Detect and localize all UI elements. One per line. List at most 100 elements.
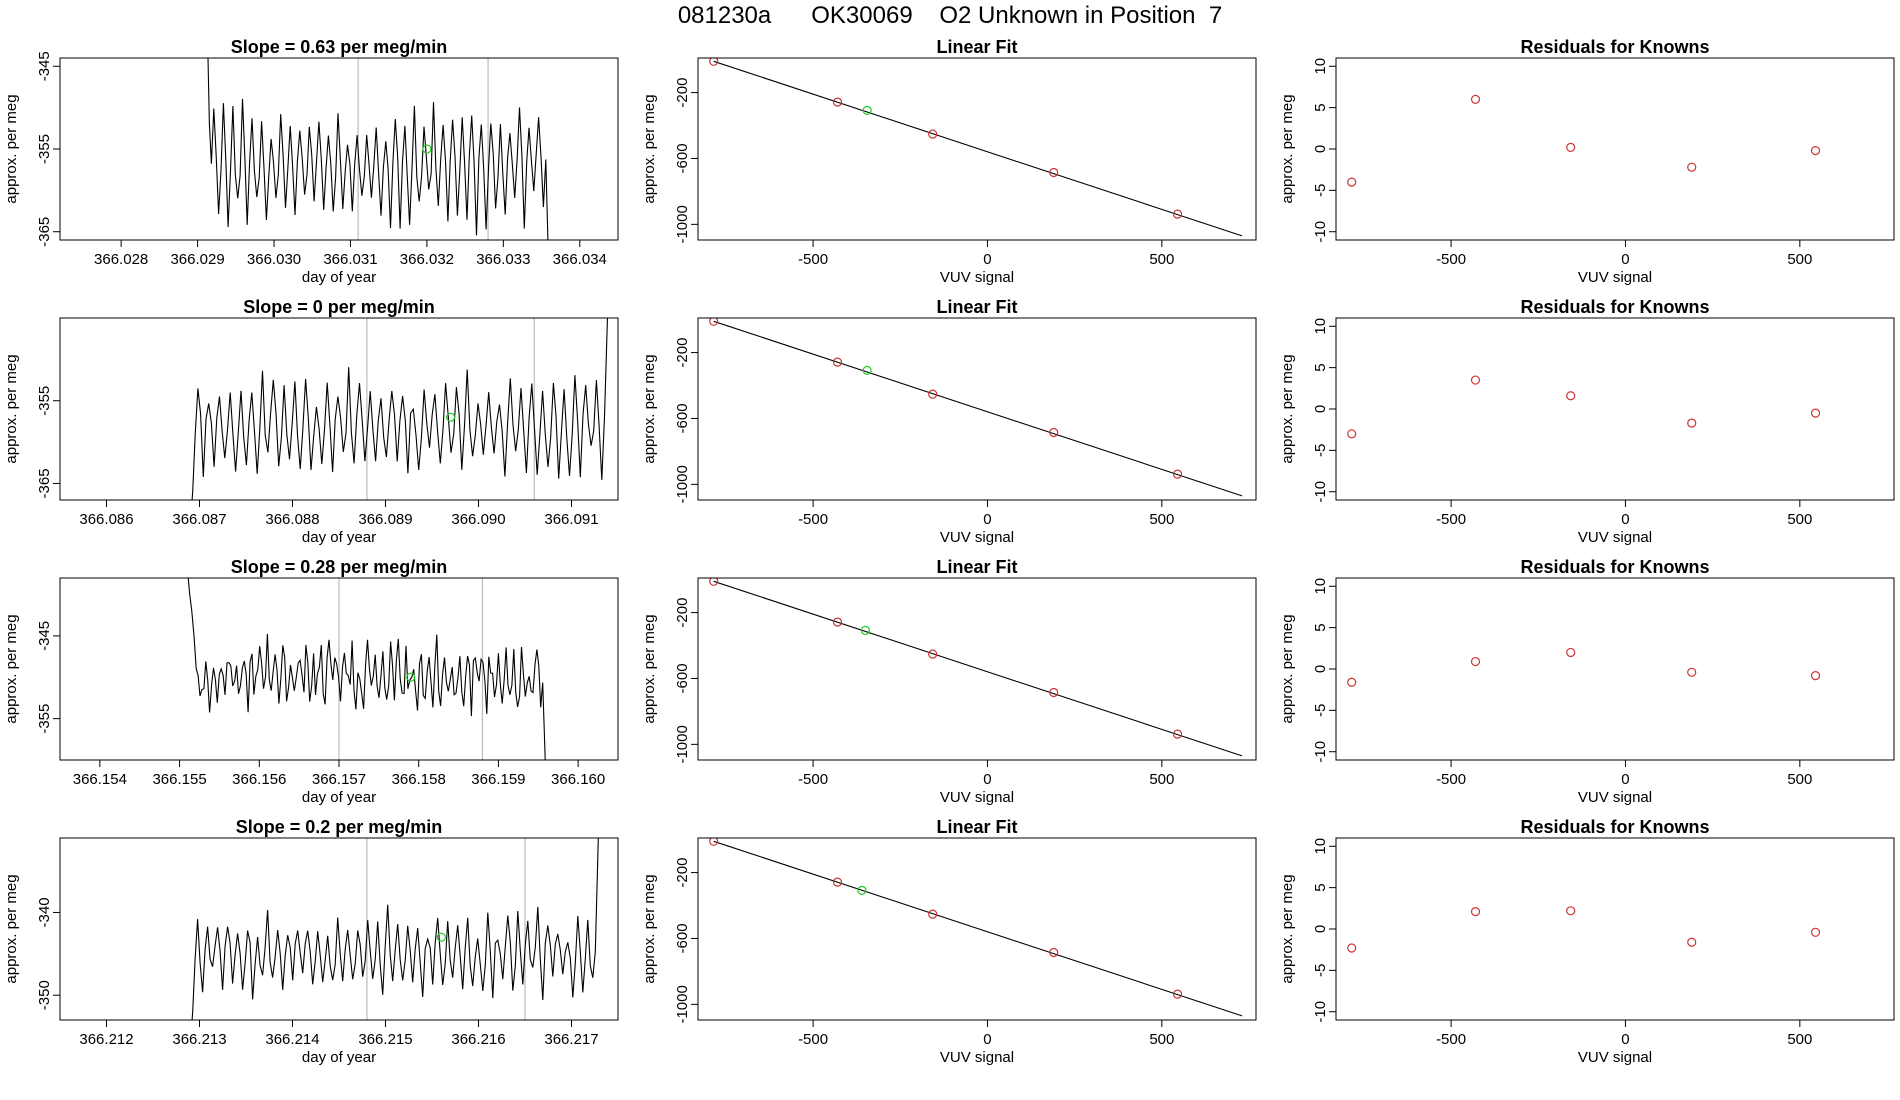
x-axis-label: VUV signal [1578,529,1652,546]
known-point [1049,167,1059,178]
known-point [1049,687,1059,698]
panel-title: Linear Fit [936,557,1017,577]
x-tick-label: 366.215 [358,1031,412,1048]
unknown-point [406,672,416,682]
y-tick-label: -355 [36,134,53,164]
x-tick-label: 0 [1621,251,1629,268]
y-tick-label: -600 [674,663,691,693]
plot-frame [59,317,619,501]
unknown-point [422,144,432,154]
y-axis-label: approx. per meg [3,94,20,203]
x-axis-label: VUV signal [1578,269,1652,286]
fit-line [713,580,1243,757]
fit-line [713,320,1243,497]
x-tick-label: -500 [798,511,828,528]
panel-title: Slope = 0.28 per meg/min [231,557,448,577]
known-point [1470,656,1481,667]
plot-area [191,838,599,1020]
known-point [832,97,843,107]
known-point [1687,162,1697,172]
panel-title: Residuals for Knowns [1520,37,1709,57]
y-axis-label: approx. per meg [641,94,658,203]
y-axis-label: approx. per meg [1279,614,1296,723]
y-tick-label: 0 [1312,665,1329,673]
plot-frame [59,577,619,761]
y-tick-label: -1000 [674,205,691,243]
y-tick-label: -600 [674,923,691,953]
known-point [709,318,719,326]
x-tick-label: 366.214 [265,1031,319,1048]
y-tick-label: 5 [1312,363,1329,371]
fit-line [713,60,1243,237]
y-tick-label: 10 [1312,58,1329,75]
y-tick-label: 5 [1312,883,1329,891]
panel-3-2: Residuals for Knowns -500 0 500 10 5 0 -5 -10 VUV… [1279,817,1895,1066]
x-tick-label: 366.217 [544,1031,598,1048]
known-point [709,838,719,846]
y-tick-label: -600 [674,143,691,173]
x-tick-label: 0 [983,511,991,528]
known-point [1810,671,1821,681]
y-tick-label: -10 [1312,221,1329,243]
known-point [1470,375,1481,385]
y-tick-label: -5 [1312,704,1329,717]
known-point [1566,142,1576,152]
known-point [1687,937,1697,947]
panel-0-1: Linear Fit -500 0 500 -200 -600 -1000 VUV signa… [641,37,1257,286]
y-tick-label: 0 [1312,925,1329,933]
x-tick-label: 0 [983,251,991,268]
x-tick-label: 500 [1149,251,1174,268]
known-point [1172,729,1183,739]
plot-frame [1335,577,1895,761]
y-tick-label: 10 [1312,838,1329,855]
plot-area [1347,375,1821,439]
y-axis-label: approx. per meg [1279,94,1296,203]
panel-0-0: Slope = 0.63 per meg/min 366.028 366.029 36… [3,37,619,286]
known-point [1687,667,1697,677]
plot-area [191,318,609,500]
known-point [1347,429,1357,439]
y-tick-label: -10 [1312,481,1329,503]
y-axis-label: approx. per meg [1279,874,1296,983]
x-tick-label: 366.160 [551,771,605,788]
x-axis-label: day of year [302,529,376,546]
panel-0-2: Residuals for Knowns -500 0 500 10 5 0 -5 -10 VUV… [1279,37,1895,286]
series-line [191,838,599,1020]
y-tick-label: -345 [36,621,53,651]
plot-area [207,58,549,240]
plot-area [1347,906,1821,953]
x-tick-label: 366.031 [323,251,377,268]
plot-area [187,578,546,760]
plot-area [1347,647,1821,687]
x-tick-label: 366.088 [265,511,319,528]
y-tick-label: 0 [1312,145,1329,153]
x-axis-label: VUV signal [1578,1049,1652,1066]
known-point [1172,209,1183,219]
y-tick-label: 10 [1312,578,1329,595]
known-point [1566,906,1576,916]
x-axis-label: VUV signal [940,269,1014,286]
x-tick-label: 0 [983,771,991,788]
x-axis-label: day of year [302,269,376,286]
y-tick-label: -355 [36,704,53,734]
plot-frame [697,837,1257,1021]
plot-area [709,578,1243,757]
x-tick-label: 500 [1149,511,1174,528]
x-tick-label: 366.157 [312,771,366,788]
x-tick-label: -500 [1436,1031,1466,1048]
known-point [1347,177,1357,187]
panel-2-2: Residuals for Knowns -500 0 500 10 5 0 -5 -10 VUV… [1279,557,1895,806]
y-tick-label: -10 [1312,1001,1329,1023]
plot-frame [1335,57,1895,241]
unknown-point [857,885,867,895]
y-axis-label: approx. per meg [3,614,20,723]
known-point [928,909,938,919]
x-tick-label: 366.089 [358,511,412,528]
plot-frame [697,57,1257,241]
panel-title: Residuals for Knowns [1520,297,1709,317]
x-tick-label: 366.032 [400,251,454,268]
y-tick-label: -340 [36,897,53,927]
unknown-point [862,365,872,375]
panel-title: Linear Fit [936,37,1017,57]
